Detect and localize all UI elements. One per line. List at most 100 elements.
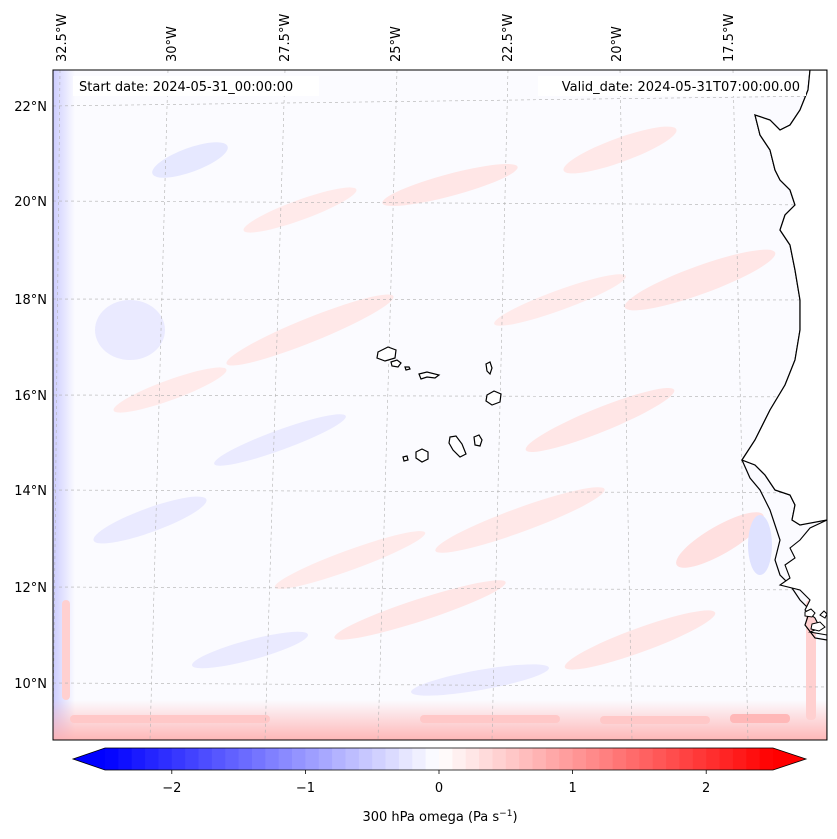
colorbar-tick-label: 0 [435,781,443,796]
colorbar-cell [559,748,574,770]
lat-label-18n: 18°N [14,293,47,308]
colorbar-cell [545,748,560,770]
colorbar-cell [332,748,346,770]
island-brava [402,455,409,462]
colorbar-low-extend [73,748,105,770]
colorbar-cell [612,748,627,770]
colorbar-tick-label: −1 [296,781,315,796]
colorbar-label-exponent: −1 [499,809,512,819]
map-panel [53,70,827,740]
colorbar-cell [358,748,373,770]
colorbar-cell [626,748,640,770]
colorbar-outline [71,747,808,771]
colorbar-cell [465,748,480,770]
african-coast [741,70,827,740]
lat-label-22n: 22°N [14,100,47,115]
meridian-line [491,70,509,740]
colorbar-label-main: 300 hPa omega (Pa s [362,810,499,825]
start-date-label: Start date: 2024-05-31_00:00:00 [79,80,293,95]
lon-label-32-5w: 32.5°W [55,14,70,62]
colorbar-cell [412,748,427,770]
colorbar-cell [439,748,453,770]
colorbar-cell [666,748,680,770]
colorbar-cell [251,748,266,770]
lat-label-12n: 12°N [14,581,47,596]
lon-label-17-5w: 17.5°W [722,14,737,62]
colorbar-cell [572,748,587,770]
meridian-line [264,70,286,740]
lon-label-22-5w: 22.5°W [501,14,516,62]
colorbar-cell [118,748,133,770]
island-santiago [448,435,467,458]
colorbar-label-close: ) [512,810,517,825]
colorbar-cell [492,748,507,770]
island-fogo [415,448,429,463]
colorbar-cell [345,748,360,770]
island-boa-vista [485,390,502,406]
colorbar-cell [679,748,694,770]
island-sao-vicente [390,359,402,368]
colorbar-cell [398,748,413,770]
colorbar-label: 300 hPa omega (Pa s−1) [362,809,517,825]
island-maio [473,434,483,447]
colorbar-cell [732,748,747,770]
lon-label-30w: 30°W [165,26,180,62]
colorbar-cell [105,748,119,770]
colorbar-cell [185,748,200,770]
colorbar-cell [452,748,467,770]
gridlines [53,70,827,740]
colorbar-cell [519,748,534,770]
colorbar-cell [372,748,387,770]
colorbar-cell [145,748,159,770]
colorbar-tick-label: 2 [702,781,710,796]
cabo-verde-islands [376,346,502,463]
colorbar-cell [278,748,293,770]
meridian-line [53,70,61,740]
colorbar-cell [158,748,173,770]
colorbar-cell [225,748,240,770]
meridian-line [619,70,633,740]
bijagos-islands [804,608,827,632]
colorbar-cell [171,748,186,770]
colorbar-cell [505,748,520,770]
colorbar-cell [532,748,547,770]
colorbar-cell [305,748,320,770]
colorbar-cell [706,748,721,770]
meridian-line [377,70,398,740]
colorbar-cell [318,748,333,770]
colorbar-cell [385,748,400,770]
colorbar-high-extend [773,748,806,770]
colorbar-cell [211,748,226,770]
colorbar-cell [692,748,707,770]
colorbar-tick-label: −2 [162,781,181,796]
longitude-labels: 32.5°W 30°W 27.5°W 25°W 22.5°W 20°W 17.5… [55,14,737,62]
colorbar-tick-label: 1 [568,781,576,796]
colorbar-cells [105,748,774,770]
colorbar-cell [599,748,614,770]
colorbar-cell [238,748,253,770]
lon-label-20w: 20°W [610,26,625,62]
island-sal [485,361,493,376]
colorbar-cell [425,748,440,770]
colorbar-cell [479,748,493,770]
colorbar: −2 −1 0 1 2 300 hPa omega (Pa s−1) [71,747,808,825]
latitude-labels: 22°N 20°N 18°N 16°N 14°N 12°N 10°N [14,100,47,692]
colorbar-cell [265,748,280,770]
colorbar-cell [746,748,761,770]
colorbar-cell [639,748,654,770]
colorbar-cell [585,748,600,770]
colorbar-cell [652,748,667,770]
colorbar-ticks: −2 −1 0 1 2 [162,770,710,796]
start-date-box [73,76,319,96]
meridian-line [149,70,169,740]
lat-label-10n: 10°N [14,677,47,692]
map-border [52,69,828,741]
lon-label-25w: 25°W [389,26,404,62]
colorbar-cell [719,748,734,770]
colorbar-cell [198,748,213,770]
island-santa-luzia [404,366,411,371]
land-fill [741,70,827,526]
lat-label-20n: 20°N [14,195,47,210]
island-sao-nicolau [418,371,441,380]
colorbar-cell [759,748,774,770]
